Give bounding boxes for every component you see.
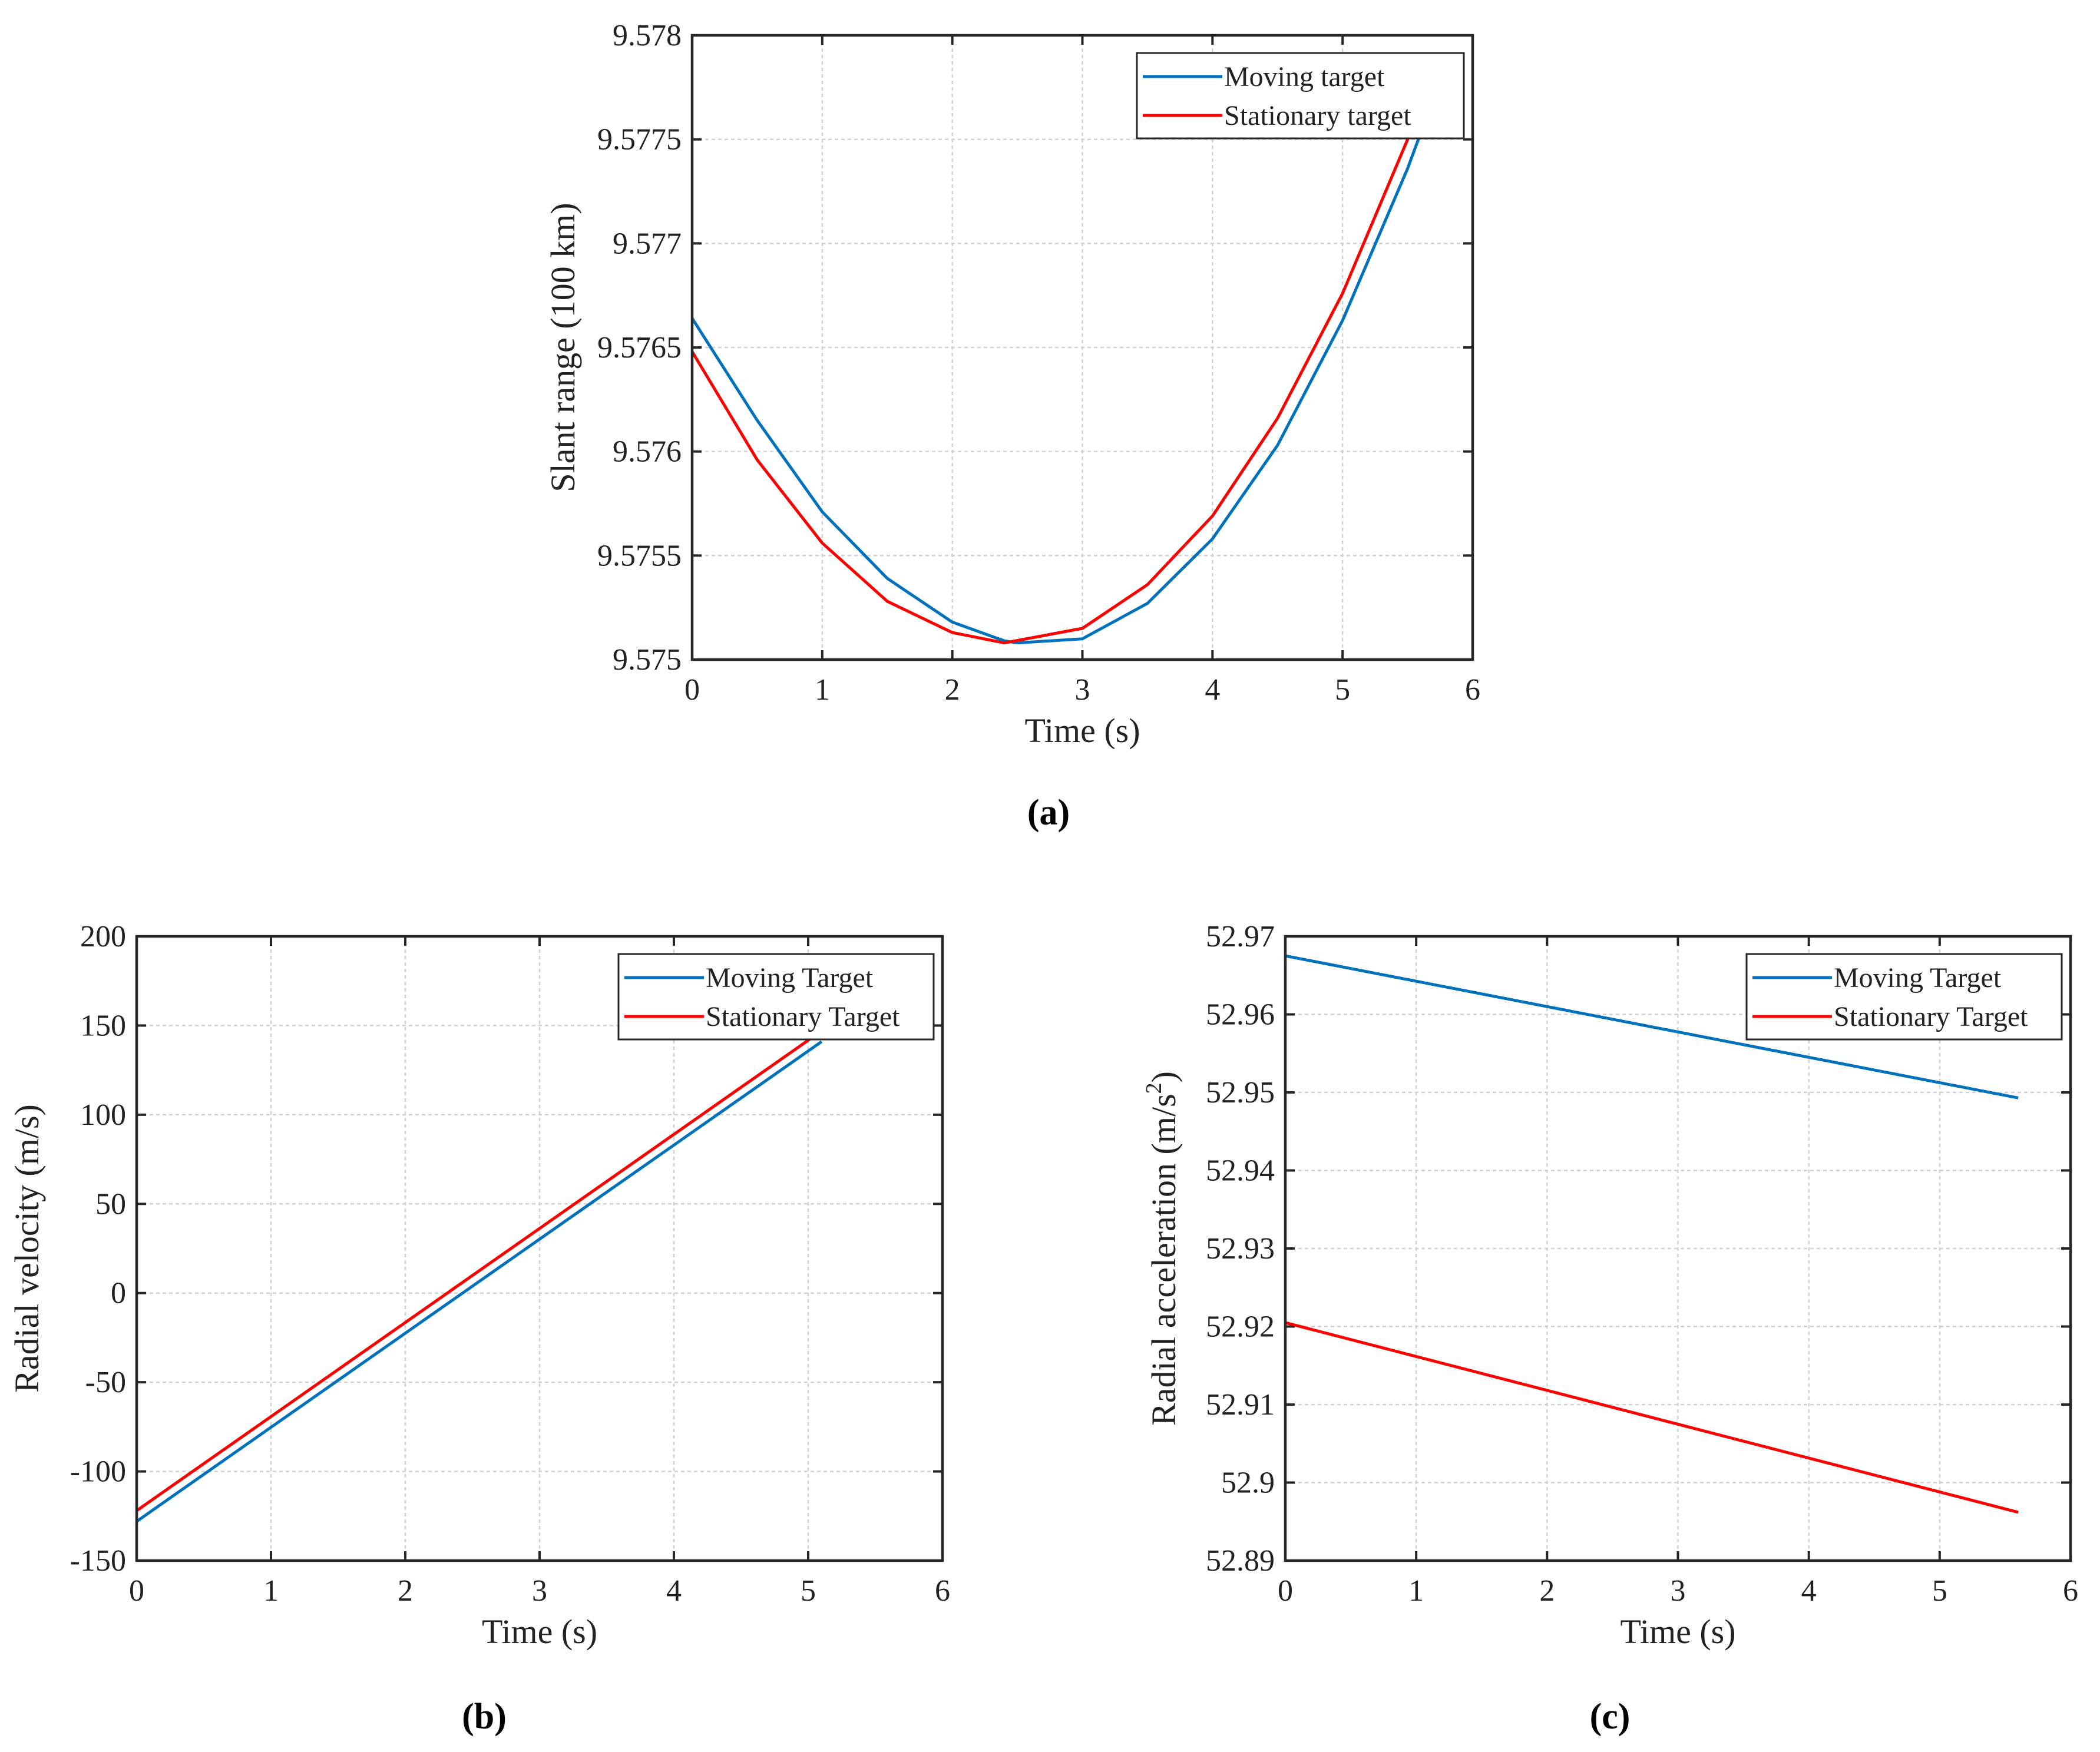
x-axis-title: Time (s) [482, 1612, 597, 1651]
y-axis-title-end: ) [1145, 1071, 1183, 1082]
legend-box [1745, 953, 2063, 1041]
x-tick-label: 5 [1335, 673, 1350, 707]
y-tick-label: -50 [85, 1366, 126, 1399]
legend-label-stationary: Stationary Target [706, 1001, 900, 1032]
y-tick-label: 52.96 [1206, 998, 1275, 1032]
x-tick-label: 0 [684, 673, 700, 707]
x-axis-title: Time (s) [1024, 711, 1140, 750]
x-tick-label: 2 [1539, 1574, 1555, 1608]
series-line-moving [137, 1040, 823, 1523]
legend-label-moving: Moving Target [706, 962, 874, 993]
y-tick-label: 100 [80, 1098, 126, 1132]
y-tick-label: 9.577 [613, 227, 682, 260]
x-tick-label: 6 [935, 1574, 950, 1608]
legend: Moving Target Stationary Target [617, 953, 935, 1041]
x-tick-label: 3 [1671, 1574, 1686, 1608]
legend-box [617, 953, 935, 1041]
y-axis-title: Radial acceleration (m/s2) [1142, 1071, 1183, 1426]
caption-a: (a) [1027, 793, 1070, 833]
y-tick-label: -150 [70, 1544, 126, 1578]
y-tick-label: 9.5755 [597, 539, 682, 572]
x-tick-label: 1 [815, 673, 830, 707]
x-tick-label: 0 [129, 1574, 144, 1608]
x-tick-label: 5 [801, 1574, 816, 1608]
legend-label-moving: Moving target [1224, 61, 1385, 92]
y-tick-label: 52.94 [1206, 1154, 1275, 1188]
y-tick-label: 52.91 [1206, 1388, 1275, 1422]
y-tick-label: 52.92 [1206, 1310, 1275, 1344]
series-line-stationary [137, 1029, 823, 1512]
x-tick-label: 6 [2063, 1574, 2078, 1608]
y-tick-label: 200 [80, 920, 126, 953]
legend-box [1136, 52, 1465, 140]
chart-a: 0 1 2 3 4 5 6 9.575 9.5755 9.576 9.5765 9.577 9.5775… [544, 19, 1480, 750]
y-tick-label: 9.576 [613, 435, 682, 469]
y-axis-title: Radial velocity (m/s) [8, 1104, 46, 1393]
x-tick-label: 1 [263, 1574, 279, 1608]
x-tick-label: 2 [945, 673, 960, 707]
series-line-stationary [692, 107, 1423, 645]
x-tick-label: 2 [398, 1574, 413, 1608]
y-axis-title-superscript: 2 [1142, 1082, 1166, 1094]
y-axis-title-base: Radial acceleration (m/s [1145, 1094, 1183, 1426]
axes-box [690, 34, 1474, 661]
legend-label-stationary: Stationary target [1224, 100, 1411, 131]
x-tick-label: 4 [1801, 1574, 1817, 1608]
series-line-stationary [1285, 1321, 2019, 1514]
x-tick-label: 4 [666, 1574, 682, 1608]
y-tick-label: 52.93 [1206, 1232, 1275, 1266]
y-tick-label: 9.5765 [597, 331, 682, 365]
y-tick-label: 9.5775 [597, 123, 682, 157]
y-axis-title: Slant range (100 km) [544, 203, 582, 492]
x-tick-label: 3 [532, 1574, 547, 1608]
axes-box [135, 935, 944, 1562]
chart-b: 0 1 2 3 4 5 6 -150 -100 -50 0 50 100 150 200 Time (s) Ra… [8, 920, 950, 1651]
y-tick-label: 52.9 [1221, 1466, 1275, 1500]
y-tick-label: 52.89 [1206, 1544, 1275, 1578]
y-tick-label: 0 [111, 1277, 126, 1310]
y-tick-label: 9.575 [613, 643, 682, 677]
chart-c: 0 1 2 3 4 5 6 52.89 52.9 52.91 52.92 52.93 52.94 52.9… [1142, 920, 2078, 1651]
legend-label-stationary: Stationary Target [1834, 1001, 2028, 1032]
y-tick-label: 52.95 [1206, 1076, 1275, 1110]
y-tick-label: -100 [70, 1455, 126, 1489]
y-tick-label: 9.578 [613, 19, 682, 52]
y-tick-label: 52.97 [1206, 920, 1275, 953]
caption-b: (b) [462, 1697, 507, 1737]
x-tick-label: 3 [1075, 673, 1090, 707]
series-line-moving [692, 133, 1423, 645]
y-tick-label: 50 [95, 1187, 126, 1221]
x-tick-label: 1 [1408, 1574, 1424, 1608]
x-tick-label: 0 [1278, 1574, 1293, 1608]
caption-c: (c) [1589, 1697, 1631, 1737]
x-tick-label: 6 [1465, 673, 1480, 707]
series-line-moving [1285, 954, 2019, 1099]
x-tick-label: 4 [1205, 673, 1220, 707]
x-axis-title: Time (s) [1620, 1612, 1735, 1651]
legend: Moving target Stationary target [1136, 52, 1465, 140]
legend-label-moving: Moving Target [1834, 962, 2002, 993]
legend: Moving Target Stationary Target [1745, 953, 2063, 1041]
y-tick-label: 150 [80, 1009, 126, 1042]
x-tick-label: 5 [1932, 1574, 1947, 1608]
axes-box [1284, 935, 2072, 1562]
